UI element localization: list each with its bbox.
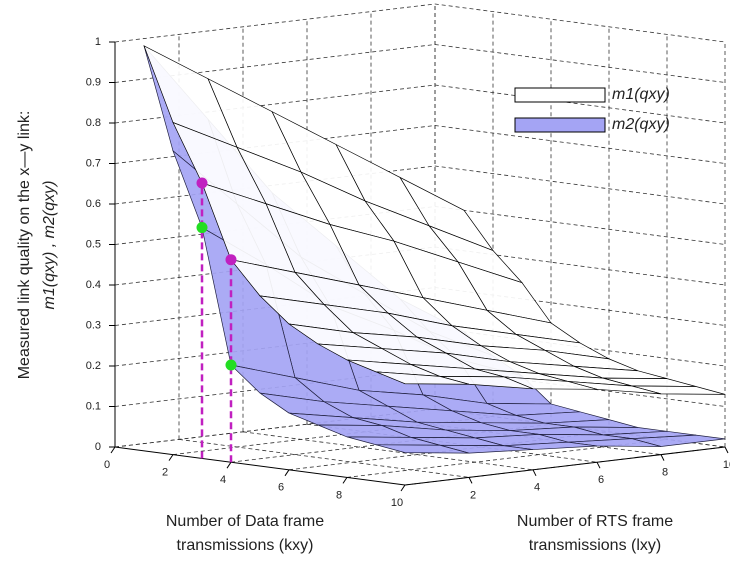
z-tick-label: 0 [95,441,101,453]
z-tick-label: 0.4 [86,279,101,291]
surface-patch [375,444,470,454]
z-tick-label: 0.1 [86,400,101,412]
grid-line [114,44,726,83]
legend-label: m1(qxy) [612,86,670,103]
y-axis-label: transmissions (lxy) [529,537,661,554]
legend-swatch [514,117,606,133]
tick-mark [168,454,174,461]
tick-mark [284,469,290,477]
tick-mark [532,469,537,477]
y-tick-label: 10 [723,459,730,471]
x-tick-label: 8 [336,489,342,501]
z-tick-label: 1 [95,36,101,48]
legend-swatch [514,87,606,103]
tick-mark [724,446,729,454]
y-tick-label: 8 [662,467,668,479]
z-tick-label: 0.5 [86,238,101,250]
axis-line [114,446,406,486]
axis-line [404,446,726,486]
x-axis-label: Number of Data frame [166,513,324,530]
x-axis-label: transmissions (kxy) [177,537,314,554]
y-axis-label: Number of RTS frame [517,513,673,530]
z-tick-label: 0.8 [86,117,101,129]
tick-mark [596,461,601,469]
z-tick-label: 0.6 [86,198,101,210]
y-tick-label: 4 [534,482,540,494]
highlight-point [225,254,237,266]
highlight-point [196,177,208,189]
x-tick-label: 0 [104,459,110,471]
x-tick-label: 6 [278,482,284,494]
z-tick-label: 0.2 [86,360,101,372]
highlight-point [196,222,208,234]
x-tick-label: 2 [162,467,168,479]
x-tick-label: 10 [391,497,403,509]
tick-mark [110,446,116,454]
grid-line [114,3,726,43]
y-tick-label: 6 [598,474,604,486]
z-tick-label: 0.3 [86,319,101,331]
x-tick-label: 4 [220,474,226,486]
y-tick-label: 2 [470,489,476,501]
tick-mark [342,477,348,484]
tick-mark [226,461,232,469]
z-tick-label: 0.7 [86,157,101,169]
highlight-point [225,359,237,371]
tick-mark [660,454,665,461]
tick-mark [468,477,473,484]
z-axis-label: Measured link quality on the x—y link: [16,111,33,380]
z-axis-label: m1(qxy) , m2(qxy) [41,181,58,310]
z-tick-label: 0.9 [86,76,101,88]
legend-label: m2(qxy) [612,116,670,133]
tick-mark [400,484,406,492]
surface-patch [375,371,470,385]
